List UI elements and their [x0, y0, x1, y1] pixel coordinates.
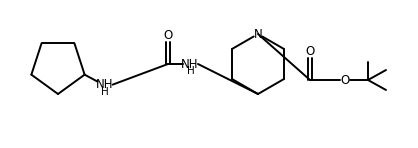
- Text: H: H: [101, 87, 109, 97]
- Text: O: O: [306, 45, 315, 58]
- Text: NH: NH: [96, 78, 113, 91]
- Text: O: O: [340, 74, 349, 86]
- Text: H: H: [186, 66, 194, 76]
- Text: O: O: [163, 29, 173, 41]
- Text: NH: NH: [181, 58, 199, 70]
- Text: N: N: [254, 28, 263, 41]
